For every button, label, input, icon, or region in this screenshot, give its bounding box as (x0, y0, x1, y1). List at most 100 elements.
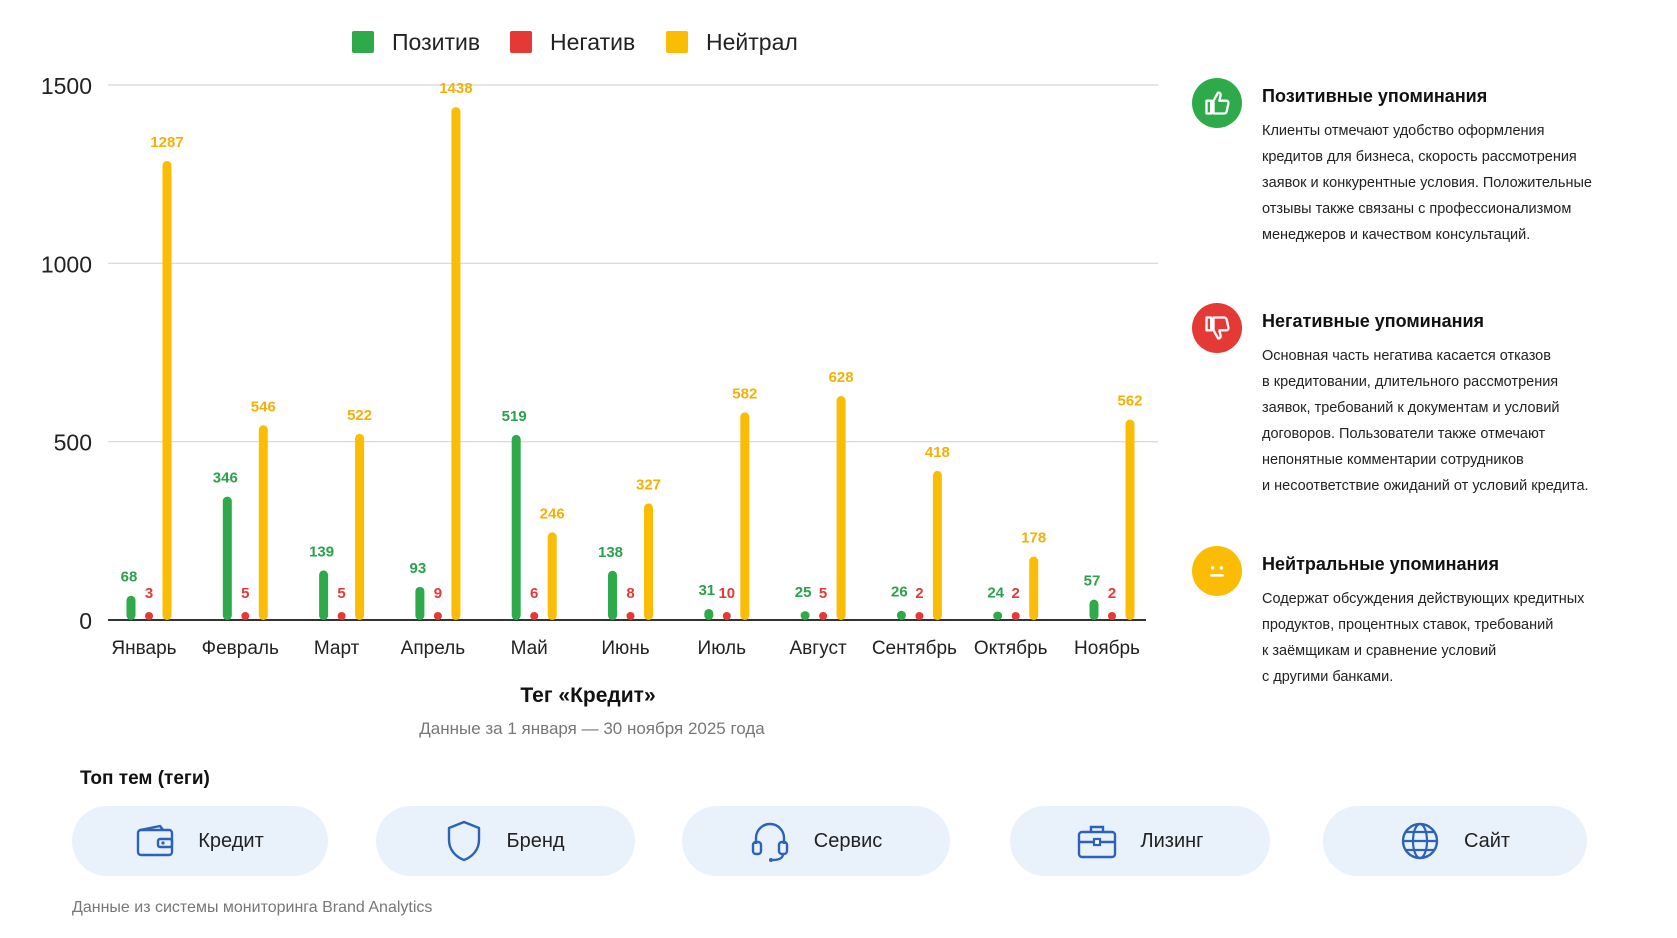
positive-note-title: Позитивные упоминания (1262, 86, 1488, 106)
bar-neutral (932, 470, 942, 620)
data-label: 346 (213, 470, 238, 487)
legend-label: Позитив (392, 29, 480, 55)
data-label: 31 (698, 582, 715, 599)
data-label: 178 (1021, 530, 1046, 547)
bar-neutral (258, 425, 268, 620)
bar-positive (608, 570, 617, 620)
tags-title: Топ тем (теги) (80, 768, 210, 789)
bar-positive (1089, 599, 1099, 620)
bar-negative (241, 612, 250, 620)
data-label: 26 (891, 584, 908, 601)
data-label: 138 (598, 544, 623, 561)
legend-label: Негатив (550, 29, 635, 55)
bar-neutral (162, 160, 172, 620)
data-label: 2 (1012, 585, 1020, 602)
headset-icon (751, 822, 788, 862)
bar-negative (722, 612, 731, 620)
tag-site[interactable]: Сайт (1323, 806, 1587, 876)
positive-note: Позитивные упоминания Клиенты отмечают у… (1192, 78, 1632, 248)
x-tick-label: Апрель (401, 638, 466, 659)
data-label: 5 (241, 585, 249, 602)
bar-negative (626, 612, 635, 620)
data-label: 582 (732, 385, 757, 402)
data-label: 9 (434, 585, 442, 602)
tag-label: Бренд (506, 829, 565, 852)
bar-neutral (1029, 556, 1039, 620)
x-tick-label: Июль (698, 638, 747, 659)
bar-negative (337, 612, 346, 620)
data-label: 1287 (150, 134, 183, 151)
bar-positive (126, 595, 136, 620)
negative-note-title: Негативные упоминания (1262, 311, 1485, 331)
negative-note: Негативные упоминания Основная часть нег… (1192, 303, 1632, 503)
data-label: 546 (251, 398, 276, 415)
neutral-note-title: Нейтральные упоминания (1262, 554, 1499, 574)
thumbs-up-icon (1192, 78, 1242, 128)
data-label: 519 (502, 408, 527, 425)
y-tick-label: 1500 (41, 73, 92, 99)
tag-service[interactable]: Сервис (682, 806, 950, 876)
tag-brand[interactable]: Бренд (376, 806, 635, 876)
data-label: 5 (819, 585, 827, 602)
bar-negative (819, 612, 828, 620)
data-label: 327 (636, 476, 661, 493)
data-label: 628 (829, 369, 854, 386)
bar-neutral (547, 532, 557, 620)
tag-label: Сайт (1463, 829, 1511, 852)
bar-positive (993, 611, 1003, 620)
thumbs-down-icon (1192, 303, 1242, 353)
data-label: 3 (145, 585, 153, 602)
data-label: 418 (925, 444, 950, 461)
data-label: 68 (121, 569, 138, 586)
bar-positive (896, 610, 906, 620)
tag-leasing[interactable]: Лизинг (1010, 806, 1270, 876)
bar-negative (1011, 612, 1020, 620)
tag-credit[interactable]: Кредит (72, 806, 328, 876)
y-tick-label: 0 (79, 608, 92, 634)
legend-swatch (666, 31, 688, 53)
data-source-note: Данные из системы мониторинга Brand Anal… (72, 899, 433, 916)
bar-positive (222, 496, 232, 620)
neutral-note-text: Содержат обсуждения действующих кредитны… (1262, 591, 1585, 685)
x-tick-label: Сентябрь (872, 638, 957, 659)
bar-neutral (451, 107, 461, 620)
data-label: 24 (987, 584, 1004, 601)
y-tick-label: 500 (54, 430, 92, 456)
data-label: 2 (915, 585, 923, 602)
bar-neutral (1125, 419, 1135, 620)
bar-neutral (355, 433, 365, 620)
bar-positive (511, 434, 521, 620)
tag-label: Кредит (198, 829, 264, 852)
chart-subtitle: Данные за 1 января — 30 ноября 2025 года (419, 719, 765, 738)
bar-positive (704, 608, 714, 620)
data-label: 139 (309, 543, 334, 560)
data-label: 10 (718, 585, 735, 602)
bar-negative (433, 612, 442, 620)
wallet-icon (137, 824, 174, 857)
data-label: 5 (337, 585, 345, 602)
x-tick-label: Март (314, 638, 360, 659)
data-label: 8 (626, 585, 634, 602)
data-label: 57 (1084, 573, 1101, 590)
tag-label: Сервис (813, 829, 883, 852)
x-tick-label: Январь (111, 638, 176, 659)
legend-swatch (510, 31, 532, 53)
data-label: 246 (540, 505, 565, 522)
briefcase-icon (1077, 825, 1116, 859)
x-tick-label: Февраль (202, 638, 279, 659)
bar-negative (915, 612, 924, 620)
x-tick-label: Август (790, 638, 847, 659)
globe-icon (1401, 822, 1439, 860)
data-label: 6 (530, 585, 538, 602)
bar-neutral (836, 396, 846, 620)
bar-negative (530, 612, 539, 620)
x-tick-label: Июнь (601, 638, 649, 659)
bar-neutral (740, 412, 750, 620)
chart-title: Тег «Кредит» (520, 684, 655, 707)
shield-icon (448, 820, 481, 862)
bar-neutral (644, 503, 653, 620)
bar-positive (319, 570, 329, 620)
data-label: 1438 (439, 80, 472, 97)
bar-positive (800, 611, 810, 620)
